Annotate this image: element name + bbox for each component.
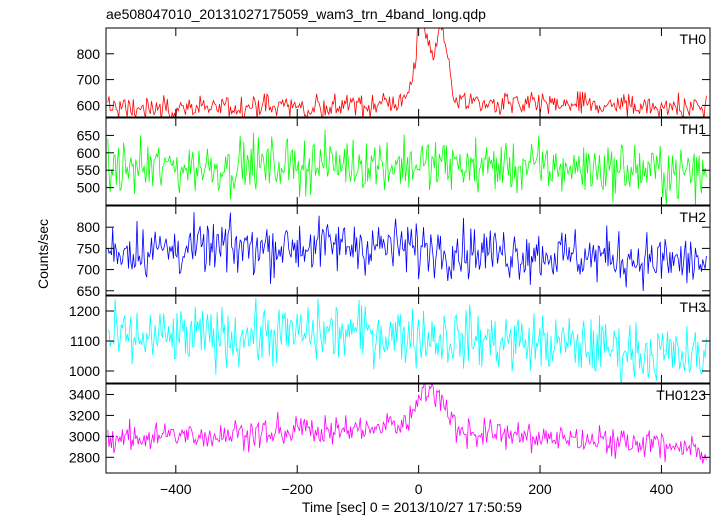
panel-label-th0123: TH0123 — [656, 387, 706, 403]
y-tick-label-th2-650: 650 — [77, 283, 101, 299]
x-tick-label--400: −400 — [160, 481, 192, 497]
y-tick-label-th0-600: 600 — [77, 97, 101, 113]
chart-title: ae508047010_20131027175059_wam3_trn_4ban… — [106, 6, 486, 22]
series-th2 — [107, 212, 707, 292]
y-tick-label-th2-800: 800 — [77, 219, 101, 235]
y-axis-label: Counts/sec — [35, 219, 51, 289]
panel-th3: 1000 1100 1200 TH3 — [69, 295, 711, 384]
panel-th2: 650 700 750 800 TH2 — [77, 205, 711, 299]
y-tick-label-th3-1100: 1100 — [70, 333, 100, 349]
x-tick-label-0: 0 — [415, 481, 423, 497]
y-tick-label-th1-600: 600 — [77, 145, 101, 161]
y-tick-label-th0123-2800: 2800 — [69, 449, 100, 465]
panel-frame-th2 — [105, 205, 711, 296]
y-tick-label-th0-700: 700 — [77, 72, 101, 88]
y-tick-label-th1-650: 650 — [77, 127, 101, 143]
x-tick-label-400: 400 — [650, 481, 674, 497]
y-tick-label-th0123-3400: 3400 — [69, 386, 100, 402]
series-th3 — [107, 297, 707, 383]
y-tick-label-th2-700: 700 — [77, 262, 101, 278]
y-tick-label-th1-550: 550 — [77, 162, 101, 178]
y-tick-label-th0123-3000: 3000 — [69, 428, 100, 444]
y-tick-label-th0-800: 800 — [77, 46, 101, 62]
x-axis: −400 −200 0 200 400 — [160, 481, 673, 497]
series-th0123 — [107, 384, 707, 464]
y-tick-label-th2-750: 750 — [77, 240, 101, 256]
panel-frame-th0 — [105, 27, 711, 118]
panel-label-th3: TH3 — [680, 299, 707, 315]
panel-th0123: 2800 3000 3200 3400 TH0123 — [69, 383, 711, 474]
y-tick-label-th0123-3200: 3200 — [69, 407, 100, 423]
y-tick-label-th3-1000: 1000 — [69, 363, 100, 379]
y-tick-label-th3-1200: 1200 — [69, 303, 100, 319]
panel-frame-th1 — [105, 117, 711, 206]
panel-th0: 600 700 800 TH0 — [77, 27, 711, 118]
x-tick-label--200: −200 — [281, 481, 313, 497]
panel-label-th2: TH2 — [680, 209, 707, 225]
y-tick-label-th1-500: 500 — [77, 180, 101, 196]
panel-frame-th0123 — [105, 383, 711, 474]
panel-label-th0: TH0 — [680, 31, 707, 47]
panel-frame-th3 — [105, 295, 711, 384]
x-tick-label-200: 200 — [528, 481, 552, 497]
panel-label-th1: TH1 — [680, 121, 707, 137]
series-th1 — [107, 129, 707, 205]
x-axis-label: Time [sec] 0 = 2013/10/27 17:50:59 — [302, 499, 522, 515]
series-th0 — [107, 28, 707, 117]
